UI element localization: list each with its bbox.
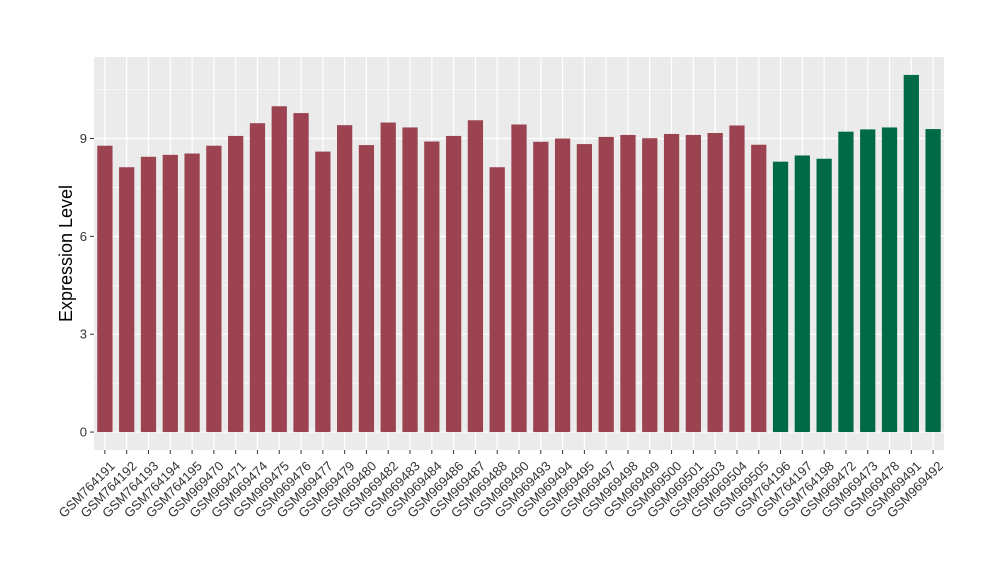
y-tick-label: 3 [80,327,87,342]
bar [576,144,593,433]
bar [707,132,723,433]
bar [358,145,375,433]
bar [903,74,919,433]
x-axis: GSM764191GSM764192GSM764193GSM764194GSM7… [56,450,946,521]
bar [119,167,135,433]
bars [97,74,941,433]
bar [97,145,113,433]
bar [424,141,440,433]
bar [162,154,178,433]
bar [772,161,789,433]
y-tick-label: 0 [80,425,87,440]
bar [206,145,222,433]
bar [293,113,309,433]
bar [620,134,636,433]
bar [402,127,418,433]
bar [228,135,244,433]
bar [925,129,941,433]
bar [337,125,353,433]
bar [511,124,527,433]
bar [816,158,832,433]
y-tick-label: 9 [80,131,87,146]
bar [642,138,658,433]
bar [729,125,745,433]
y-axis-title: Expression Level [56,185,76,322]
y-tick-label: 6 [80,229,87,244]
bar [271,106,287,433]
bar [794,155,810,433]
bar [751,144,767,433]
bar [184,153,200,433]
bar [533,141,549,433]
bar [445,135,462,433]
bar [685,134,701,433]
bar [838,131,854,433]
bar [380,122,396,433]
bar [881,127,898,433]
bar [315,151,331,433]
bar [554,138,571,433]
bar [249,123,266,433]
y-axis: 0 3 6 9 [80,131,94,440]
bar [489,167,505,433]
bar [140,156,157,433]
bar [467,120,484,433]
bar [598,136,614,433]
bar [860,129,876,433]
bar [663,133,680,433]
